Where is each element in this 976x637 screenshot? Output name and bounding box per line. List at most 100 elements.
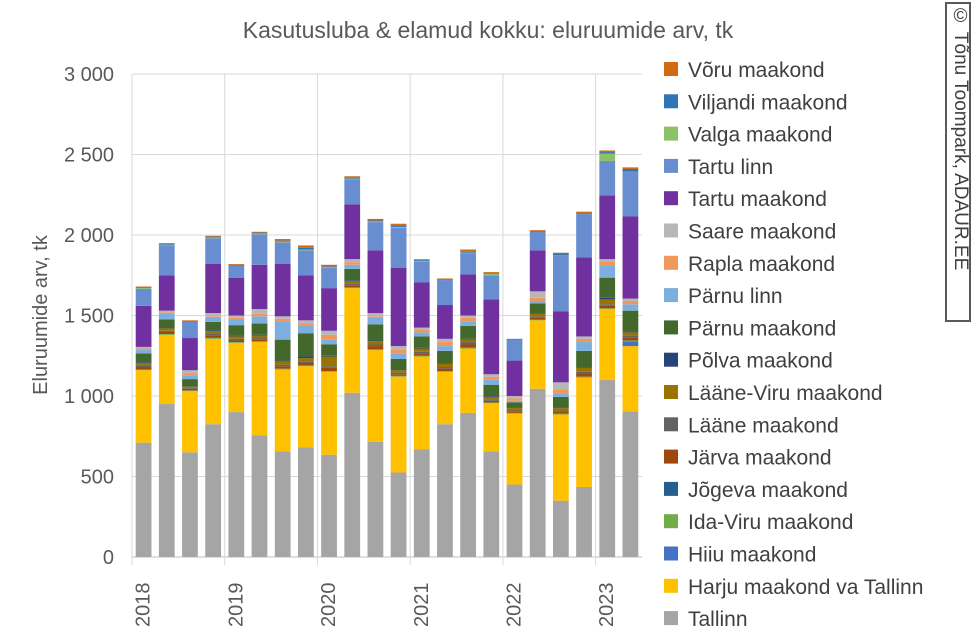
bar-segment [413,260,430,262]
bar-segment [297,320,314,324]
bar-segment [182,388,198,391]
bar-segment [552,410,569,412]
bar-segment [576,257,592,337]
bar-segment [483,400,500,403]
bar-segment [205,424,222,557]
bar-segment [158,331,175,335]
bar-segment [297,366,314,448]
bar-segment [413,327,430,330]
legend-label: Lääne-Viru maakond [688,382,883,405]
bar-segment [228,263,245,265]
bar-segment [344,176,361,178]
legend-label: Rapla maakond [688,253,835,276]
bar-segment [390,346,407,350]
bar-segment [321,267,337,269]
bar-segment [251,313,268,317]
bar-segment [483,384,500,396]
bar-segment [483,403,500,452]
bar-segment [228,319,245,326]
y-tick-label: 2 000 [64,225,114,247]
bar-segment [182,375,198,380]
legend-swatch [664,611,678,626]
bar-segment [274,339,291,361]
bar-segment [599,277,616,298]
bar-segment [158,275,175,311]
legend-swatch [664,288,678,303]
bar-segment [413,261,430,283]
bar-segment [622,216,639,299]
bars [135,150,639,557]
bar-segment [344,262,361,265]
bar-segment [413,356,430,450]
bar-segment [228,325,245,336]
bar-segment [460,251,477,253]
bar-segment [135,367,152,370]
bar-segment [460,348,477,413]
legend: Võru maakond Viljandi maakond Valga maakon… [664,59,923,631]
bar-segment [552,389,569,394]
legend-swatch [664,514,678,529]
legend-swatch [664,578,678,593]
bar-segment [390,370,407,373]
bar-segment [274,263,291,317]
bar-segment [413,259,430,260]
bar-segment [437,278,453,280]
bar-segment [437,350,453,363]
bar-segment [437,368,453,372]
bar-segment [274,364,291,367]
bar-segment [344,178,361,180]
bar-segment [297,361,314,363]
bar-segment [135,362,152,363]
bar-segment [274,369,291,452]
bar-segment [483,379,500,385]
legend-label: Ida-Viru maakond [688,511,853,534]
bar-segment [483,399,500,401]
bar-segment [506,411,523,413]
bar-segment [135,286,152,288]
legend-label: Harju maakond va Tallinn [688,576,923,599]
y-tick-label: 1 000 [64,386,114,408]
bar-segment [251,232,268,234]
bar-segment [599,309,616,380]
bar-segment [460,412,477,557]
bar-segment [135,305,152,347]
x-tick-label: 2022 [504,583,526,628]
bar-segment [251,231,268,233]
bar-segment [599,379,616,557]
bar-segment [367,221,384,223]
bar-segment [297,356,314,359]
bar-segment [622,335,639,338]
bar-segment [622,332,639,336]
bar-segment [437,371,453,372]
bar-segment [413,353,430,356]
bar-segment [205,337,222,339]
bar-segment [205,338,222,425]
bar-segment [367,220,384,222]
bar-segment [135,365,152,368]
bar-segment [158,312,175,314]
bar-segment [576,350,592,368]
bar-segment [182,390,198,392]
bar-segment [460,317,477,322]
bar-segment [506,412,523,414]
bar-segment [529,319,546,321]
bar-segment [205,316,222,318]
bar-segment [437,280,453,306]
bar-segment [251,342,268,436]
bar-segment [390,353,407,359]
bar-segment [576,214,592,258]
bar-segment [205,321,222,330]
legend-label: Viljandi maakond [688,91,848,114]
bar-segment [135,349,152,354]
legend-label: Hiiu maakond [688,544,816,567]
bar-segment [251,435,268,557]
bar-segment [344,177,361,179]
bar-segment [506,396,523,399]
bar-segment [622,167,639,169]
bar-segment [344,204,361,260]
bar-segment [552,411,569,414]
bar-segment [552,396,569,408]
bar-segment [228,317,245,320]
y-tick-label: 0 [103,547,114,569]
bar-segment [437,363,453,368]
